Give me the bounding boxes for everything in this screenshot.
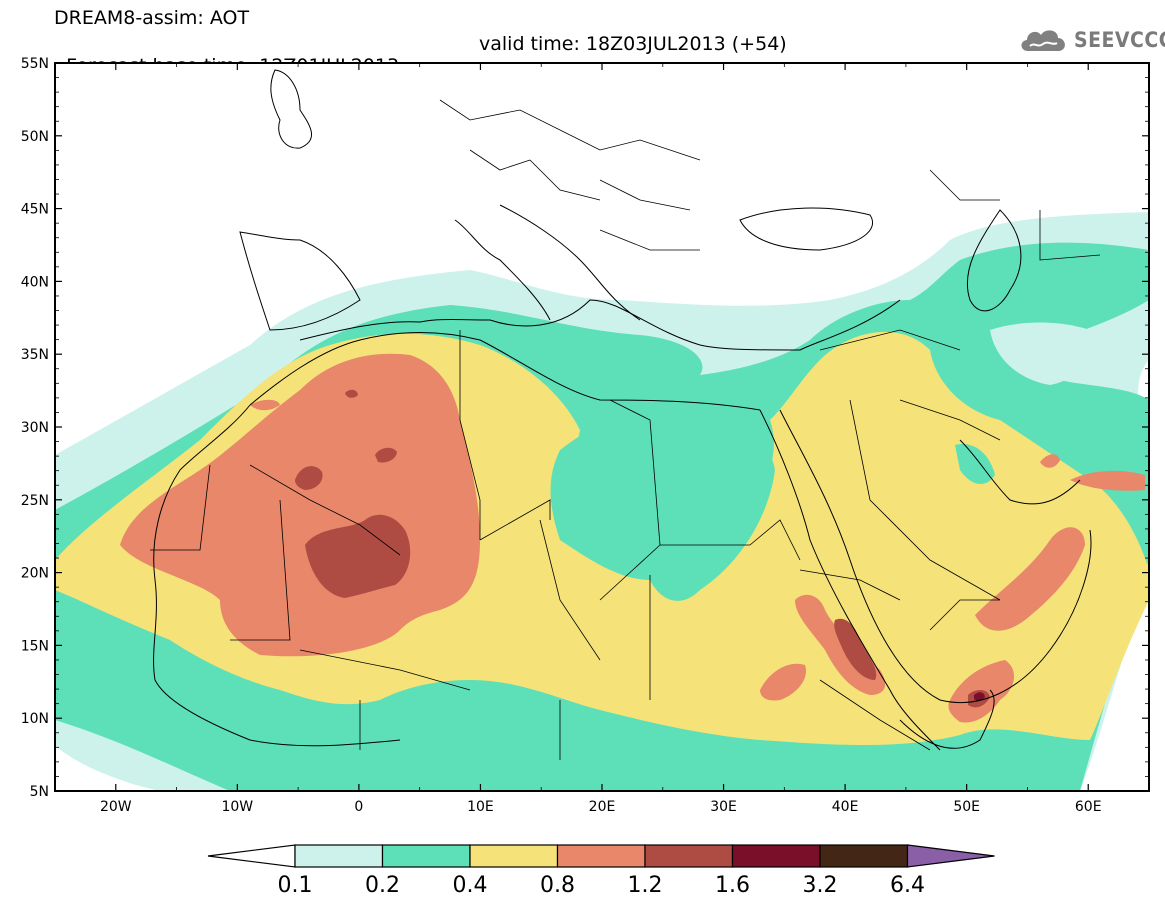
colorbar-label: 0.1 [278, 873, 313, 898]
colorbar-under-triangle [207, 844, 296, 868]
colorbar-segment [469, 844, 559, 868]
coast-northafrica [249, 332, 761, 411]
colorbar-segment [294, 844, 384, 868]
coast-mediterranean [299, 299, 901, 351]
coast-britain [270, 69, 312, 149]
lon-tick-label: 10W [221, 799, 253, 815]
country-borders [150, 99, 1101, 760]
colorbar-label: 0.8 [540, 873, 575, 898]
lon-tick-label: 30E [710, 799, 737, 815]
colorbar-segment [731, 844, 821, 868]
coast-balkans [499, 204, 641, 321]
aot-hole-libya [550, 398, 775, 601]
colorbar-label: 0.2 [365, 873, 400, 898]
coastlines [153, 69, 1092, 751]
aot-band-1.2-algeria [295, 466, 323, 490]
lon-tick-label: 10E [467, 799, 494, 815]
lat-tick-label: 35N [21, 347, 49, 363]
aot-band-0.8-morocco [250, 399, 280, 411]
aot-band-1.2-algeria2 [375, 447, 397, 463]
coast-hornofafrica [899, 689, 995, 749]
seevccc-logo: SEEVCCC [1018, 23, 1165, 59]
aot-band-1.2-morocco [345, 389, 358, 398]
latitude-ticks: 5N 10N 15N 20N 25N 30N 35N 40N 45N 50N 55N [21, 56, 1149, 800]
valid-time: valid time: 18Z03JUL2013 (+54) [479, 33, 787, 55]
aot-band-0.8-gulf2 [1040, 454, 1060, 468]
lat-tick-label: 45N [21, 202, 49, 218]
colorbar-label: 6.4 [890, 873, 925, 898]
lat-tick-label: 20N [21, 566, 49, 582]
lon-tick-label: 50E [953, 799, 980, 815]
lon-tick-label: 20E [589, 799, 616, 815]
lon-tick-label: 60E [1075, 799, 1102, 815]
aot-band-0.8-sudan [760, 663, 806, 701]
lat-tick-label: 25N [21, 493, 49, 509]
coast-italy [454, 219, 551, 321]
coast-arabia [779, 409, 1092, 704]
coast-blacksea [739, 207, 873, 251]
cloud-icon [1021, 30, 1065, 51]
map-title: DREAM8-assim: AOT [54, 7, 250, 29]
coast-westafrica [153, 404, 401, 747]
coast-redsea [759, 409, 941, 751]
colorbar-segment [644, 844, 734, 868]
colorbar-label: 1.2 [628, 873, 663, 898]
colorbar-segment [381, 844, 471, 868]
lat-tick-label: 55N [21, 56, 49, 72]
logo-text: SEEVCCC [1074, 28, 1165, 52]
aot-hole-gulf [955, 444, 995, 485]
aot-field [55, 63, 1149, 791]
lat-tick-label: 15N [21, 638, 49, 654]
lat-tick-label: 50N [21, 129, 49, 145]
aot-band-1.2-redsea [834, 618, 877, 680]
coast-caspian [966, 209, 1022, 312]
aot-band-0.8-gulf [1070, 470, 1145, 491]
lat-tick-label: 30N [21, 420, 49, 436]
colorbar-label: 0.4 [453, 873, 488, 898]
coast-gulf [959, 439, 1081, 505]
lat-tick-label: 10N [21, 711, 49, 727]
aot-band-0.8-oman [975, 527, 1085, 631]
coast-europe [239, 231, 361, 331]
colorbar-label: 1.6 [715, 873, 750, 898]
lon-tick-label: 20W [100, 799, 132, 815]
aot-hole-caspian [990, 322, 1093, 385]
colorbar-over-triangle [906, 844, 995, 868]
colorbar: 0.1 0.2 0.4 0.8 1.2 1.6 3.2 6.4 [207, 844, 995, 898]
longitude-ticks: 20W 10W 0 10E 20E 30E 40E 50E 60E [54, 63, 1150, 815]
aot-band-1.2-mali [305, 514, 411, 598]
lat-tick-label: 40N [21, 274, 49, 290]
colorbar-segment [556, 844, 646, 868]
aot-band-1.6-yemen [974, 692, 985, 701]
lon-tick-label: 0 [354, 799, 363, 815]
colorbar-label: 3.2 [803, 873, 838, 898]
colorbar-segment [819, 844, 909, 868]
lon-tick-label: 40E [832, 799, 859, 815]
lat-tick-label: 5N [30, 784, 49, 800]
